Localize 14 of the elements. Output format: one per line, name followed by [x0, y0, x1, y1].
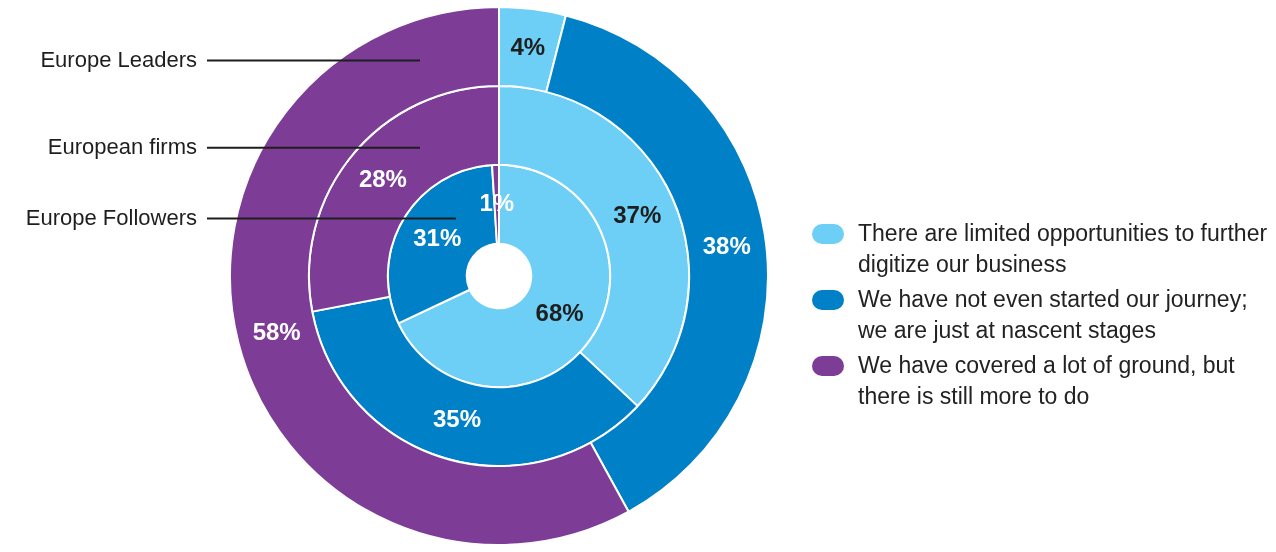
- data-label: 38%: [702, 231, 751, 259]
- data-label: 31%: [413, 224, 462, 252]
- legend-label: There are limited opportunities to further digitize our business: [858, 219, 1269, 279]
- data-label: 58%: [252, 317, 301, 345]
- legend-label: We have not even started our journey; we are just at nascent stages: [858, 285, 1249, 345]
- data-label: 4%: [510, 32, 546, 60]
- slice-label: Europe Followers: [25, 204, 197, 230]
- slice-label: Europe Leaders: [40, 46, 197, 72]
- data-label: 35%: [432, 405, 481, 433]
- slice-label: European firms: [47, 133, 197, 159]
- data-label: 68%: [535, 299, 584, 327]
- legend-label: We have covered a lot of ground, but there is still more to do: [858, 351, 1236, 411]
- data-label: 28%: [358, 164, 407, 192]
- data-label: 37%: [613, 200, 662, 228]
